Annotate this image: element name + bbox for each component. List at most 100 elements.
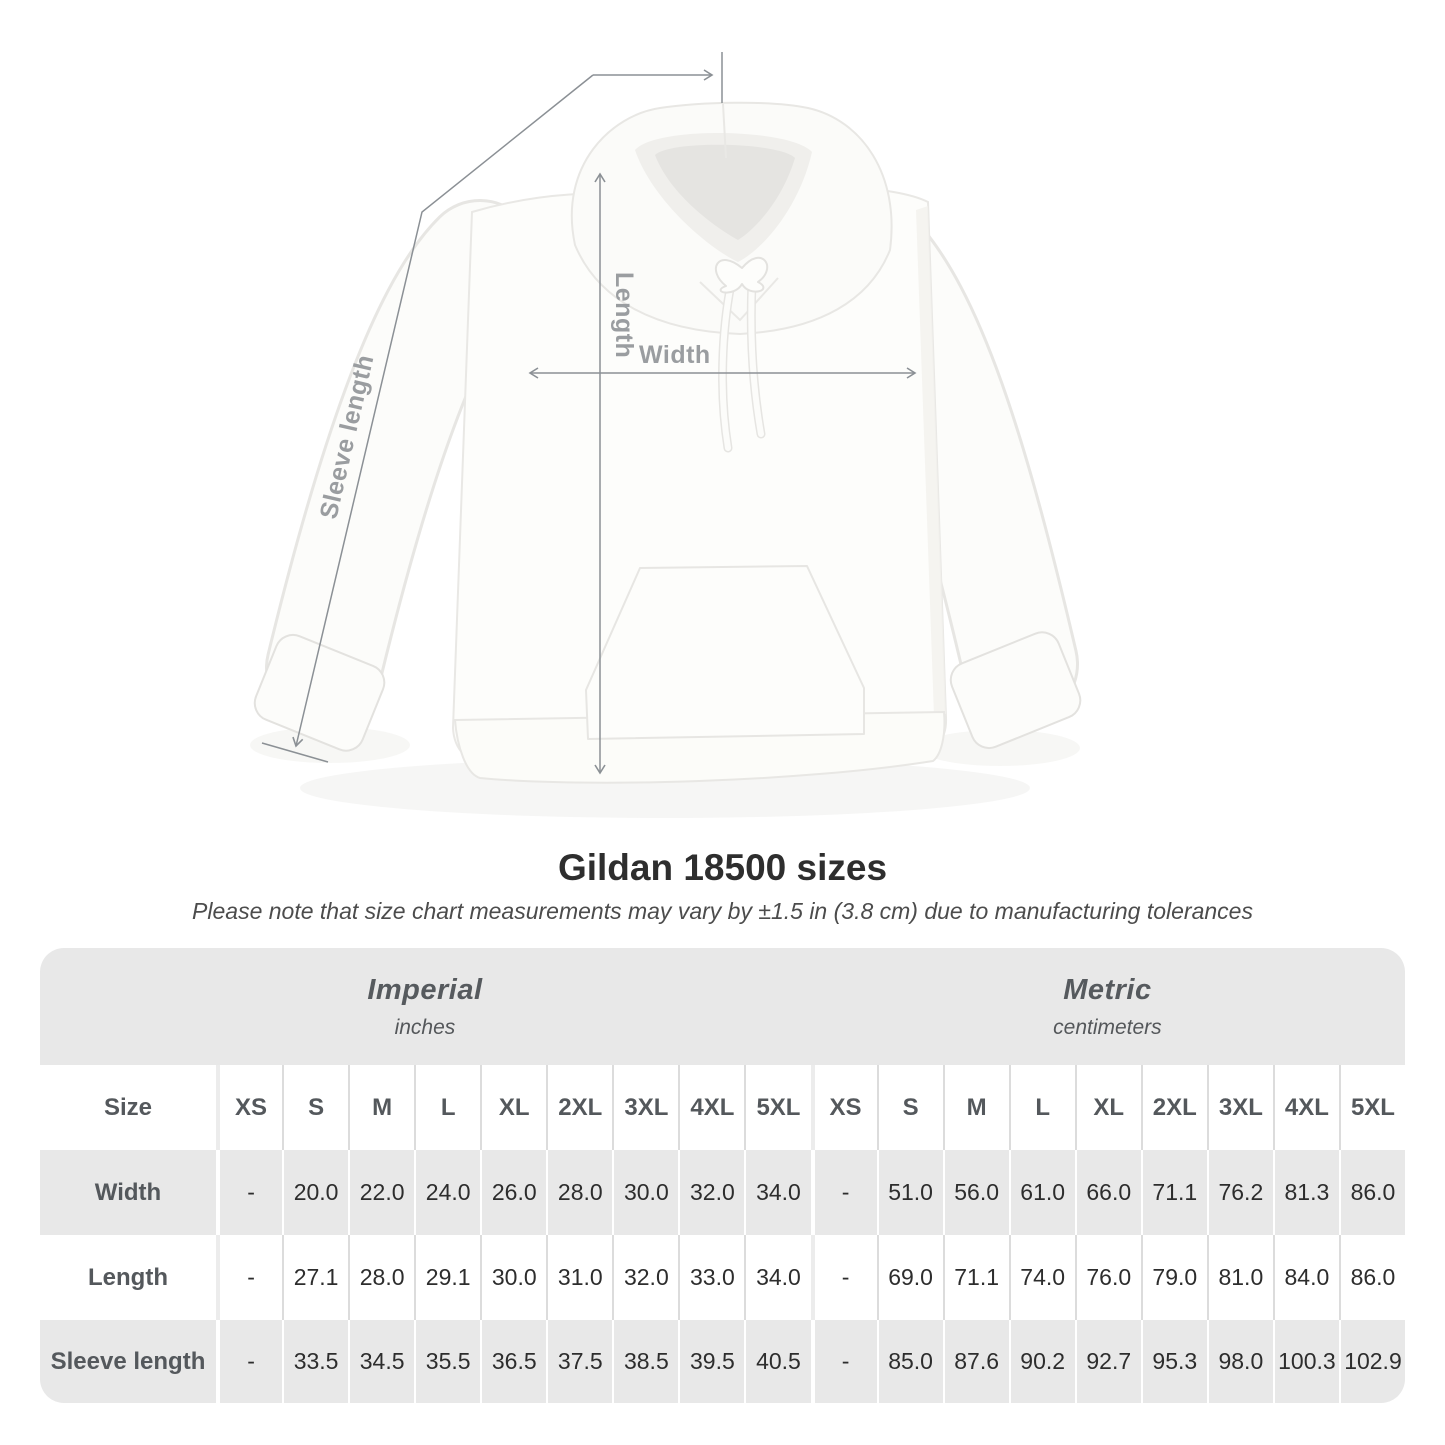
value-cell: - [216, 1150, 282, 1235]
value-cell: - [810, 1150, 877, 1235]
right-cuff [949, 631, 1082, 750]
value-cell: 71.1 [942, 1235, 1009, 1320]
value-cell: 86.0 [1338, 1235, 1405, 1320]
size-header: 4XL [678, 1065, 744, 1150]
size-header: L [1008, 1065, 1075, 1150]
value-cell: 33.5 [282, 1320, 348, 1403]
hood-opening-shadow [655, 144, 795, 240]
value-cell: 74.0 [1008, 1235, 1075, 1320]
size-header: XS [810, 1065, 877, 1150]
heading: Gildan 18500 sizes Please note that size… [0, 846, 1445, 925]
sleeve-measure-line [292, 74, 594, 748]
hoodie-size-diagram: Length Width Sleeve length [250, 52, 1082, 818]
value-cell: 102.9 [1338, 1320, 1405, 1403]
row-label: Length [88, 1263, 168, 1291]
body-right-shading [916, 206, 946, 716]
value-cell: 37.5 [546, 1320, 612, 1403]
size-header: 3XL [1206, 1065, 1273, 1150]
left-sleeve-fill [268, 202, 536, 724]
value-cell: 69.0 [876, 1235, 943, 1320]
value-cell: 66.0 [1074, 1150, 1141, 1235]
value-cell: 27.1 [282, 1235, 348, 1320]
metric-group-header: Metric centimeters [810, 948, 1405, 1065]
size-header: XL [480, 1065, 546, 1150]
value-cell: 28.0 [348, 1235, 414, 1320]
value-cell: 86.0 [1338, 1150, 1405, 1235]
value-cell: 24.0 [414, 1150, 480, 1235]
size-header: 4XL [1272, 1065, 1339, 1150]
value-cell: 40.5 [744, 1320, 810, 1403]
value-cell: 32.0 [612, 1235, 678, 1320]
size-header: S [876, 1065, 943, 1150]
value-cell: - [810, 1235, 877, 1320]
value-cell: 61.0 [1008, 1150, 1075, 1235]
right-drawstring-fill [748, 279, 764, 437]
value-cell: 100.3 [1272, 1320, 1339, 1403]
value-cell: 26.0 [480, 1150, 546, 1235]
size-header: M [348, 1065, 414, 1150]
value-cell: 28.0 [546, 1150, 612, 1235]
value-cell: 56.0 [942, 1150, 1009, 1235]
neckline-seam [699, 277, 779, 322]
unit-band: Imperial inches Metric centimeters [40, 948, 1405, 1065]
size-header: 2XL [1140, 1065, 1207, 1150]
value-cell: 30.0 [480, 1235, 546, 1320]
width-label: Width [639, 341, 711, 369]
value-cell: 76.0 [1074, 1235, 1141, 1320]
value-cell: 84.0 [1272, 1235, 1339, 1320]
metric-title: Metric [1063, 973, 1152, 1006]
size-header: 2XL [546, 1065, 612, 1150]
size-header: L [414, 1065, 480, 1150]
size-header: XL [1074, 1065, 1141, 1150]
length-row: Length - 27.1 28.0 29.1 30.0 31.0 32.0 3… [40, 1235, 1405, 1320]
value-cell: 34.0 [744, 1235, 810, 1320]
value-cell: - [810, 1320, 877, 1403]
value-cell: 31.0 [546, 1235, 612, 1320]
value-cell: 35.5 [414, 1320, 480, 1403]
size-header: S [282, 1065, 348, 1150]
value-cell: 34.5 [348, 1320, 414, 1403]
value-cell: 38.5 [612, 1320, 678, 1403]
size-header: 5XL [1338, 1065, 1405, 1150]
value-cell: 22.0 [348, 1150, 414, 1235]
size-header: XS [216, 1065, 282, 1150]
value-cell: 81.0 [1206, 1235, 1273, 1320]
size-header-row: Size XS S M L XL 2XL 3XL 4XL 5XL XS S M … [40, 1065, 1405, 1150]
size-header: M [942, 1065, 1009, 1150]
metric-unit: centimeters [1053, 1015, 1162, 1039]
value-cell: 92.7 [1074, 1320, 1141, 1403]
value-cell: 79.0 [1140, 1235, 1207, 1320]
value-cell: 30.0 [612, 1150, 678, 1235]
size-column-header: Size [103, 1093, 153, 1121]
value-cell: 81.3 [1272, 1150, 1339, 1235]
value-cell: 34.0 [744, 1150, 810, 1235]
value-cell: 33.0 [678, 1235, 744, 1320]
value-cell: 87.6 [942, 1320, 1009, 1403]
left-cuff [253, 633, 386, 752]
value-cell: 29.1 [414, 1235, 480, 1320]
width-row: Width - 20.0 22.0 24.0 26.0 28.0 30.0 32… [40, 1150, 1405, 1235]
size-table: Imperial inches Metric centimeters Size … [40, 948, 1405, 1403]
value-cell: 71.1 [1140, 1150, 1207, 1235]
value-cell: 95.3 [1140, 1320, 1207, 1403]
page-title: Gildan 18500 sizes [557, 847, 888, 888]
value-cell: 20.0 [282, 1150, 348, 1235]
row-label: Width [94, 1178, 162, 1206]
value-cell: 32.0 [678, 1150, 744, 1235]
imperial-group-header: Imperial inches [40, 948, 810, 1065]
size-header: 5XL [744, 1065, 810, 1150]
left-drawstring-fill [719, 281, 734, 451]
value-cell: 76.2 [1206, 1150, 1273, 1235]
value-cell: 36.5 [480, 1320, 546, 1403]
value-cell: 85.0 [876, 1320, 943, 1403]
sleeve-length-row: Sleeve length - 33.5 34.5 35.5 36.5 37.5… [40, 1320, 1405, 1403]
hoodie-illustration [250, 101, 1082, 818]
right-cuff-shadow [920, 730, 1080, 766]
value-cell: 90.2 [1008, 1320, 1075, 1403]
value-cell: - [216, 1235, 282, 1320]
value-cell: 51.0 [876, 1150, 943, 1235]
imperial-title: Imperial [367, 973, 483, 1006]
kangaroo-pocket [585, 565, 865, 740]
size-header: 3XL [612, 1065, 678, 1150]
